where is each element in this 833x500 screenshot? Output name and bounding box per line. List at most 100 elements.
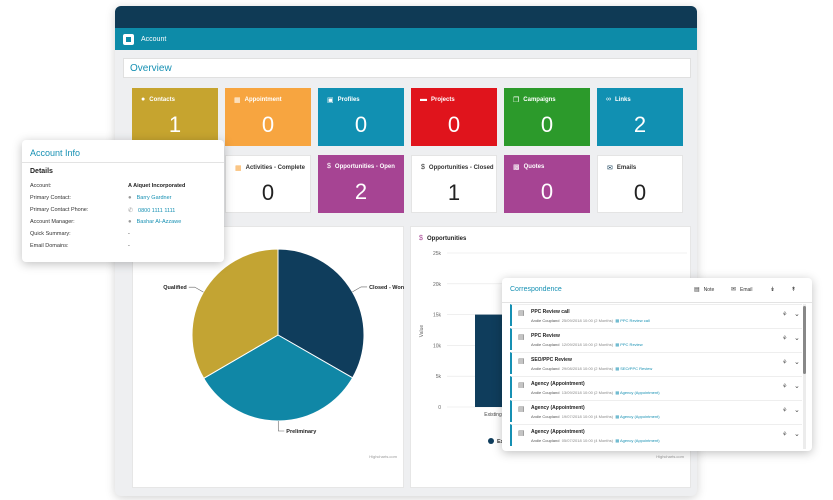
calendar-icon: ▦ (615, 438, 620, 443)
primary-phone-label: Primary Contact Phone: (30, 207, 89, 213)
bar-credits: Highcharts.com (656, 454, 684, 459)
tile-label: Links (615, 96, 631, 103)
tile-label: Opportunities - Open (334, 163, 395, 170)
dollar-icon: $ (419, 235, 423, 242)
primary-contact-value: Barry Gardner (136, 195, 172, 201)
y-tick-label: 15k (433, 313, 442, 319)
pie-slice-label: Closed - Won (369, 285, 405, 291)
item-link[interactable]: Agency (Appointment) (619, 390, 660, 395)
pin-icon[interactable]: ⚘ (782, 312, 788, 318)
correspondence-item[interactable]: ▤ Agency (Appointment) Andie Coupland 05… (510, 424, 802, 446)
quick-summary-label: Quick Summary: (30, 231, 71, 237)
divider (502, 302, 812, 303)
y-tick-label: 25k (433, 251, 442, 257)
calendar-icon: ▦ (615, 366, 620, 371)
legend-marker[interactable] (488, 438, 494, 444)
item-link[interactable]: PPC Review call (620, 318, 650, 323)
item-author: Andie Coupland (531, 414, 560, 419)
chevron-down-icon[interactable]: ⌄ (794, 407, 800, 414)
tile-quotes[interactable]: ▩ Quotes 0 (504, 155, 590, 213)
tile-value: 2 (354, 179, 368, 204)
tile-label: Contacts (149, 96, 175, 103)
chevron-down-icon[interactable]: ⌄ (794, 359, 800, 366)
primary-phone-value: 0800 1111 1111 (138, 207, 176, 214)
correspondence-item[interactable]: ▤ Agency (Appointment) Andie Coupland 13… (510, 376, 802, 398)
account-bar: Account (115, 28, 697, 50)
pie-chart: Closed - Won Preliminary Qualified (163, 248, 405, 435)
item-date: 13/09/2018 10:00 (2 Months) (561, 390, 614, 395)
pie-slice[interactable] (277, 248, 365, 379)
tile-projects[interactable]: ▬ Projects 0 (411, 88, 497, 146)
account-value: A Aiquet Incorporated (128, 183, 185, 189)
document-icon: ▤ (518, 334, 525, 341)
item-author: Andie Coupland (531, 342, 560, 347)
x-tick-label: Existing (484, 412, 502, 418)
document-icon: ▤ (518, 358, 525, 365)
tile-emails[interactable]: ✉ Emails 0 (597, 155, 683, 213)
primary-contact-link[interactable]: ● Barry Gardner (128, 195, 171, 201)
person-icon: ● (128, 195, 132, 201)
tile-contacts[interactable]: ● Contacts 1 (132, 88, 218, 146)
copy-icon: ❐ (513, 97, 520, 104)
calendar-icon: ▦ (235, 165, 242, 172)
correspondence-item[interactable]: ▤ SEO/PPC Review Andie Coupland 29/08/20… (510, 352, 802, 374)
tile-label: Profiles (337, 97, 360, 103)
account-manager-link[interactable]: ● Bashar Al-Azzawe (128, 219, 181, 225)
crm-window: Account Overview ● Contacts 1 ▦ Appointmen… (115, 6, 697, 496)
pin-icon[interactable]: ⚘ (782, 384, 788, 390)
top-nav-bar (115, 6, 697, 28)
item-author: Andie Coupland (531, 366, 560, 371)
correspondence-card: Correspondence ▤ Note ✉ Email ↡ ↟ ▤ PPC Re… (502, 278, 812, 451)
chevron-down-icon[interactable]: ⌄ (794, 311, 800, 318)
tile-links[interactable]: ∞ Links 2 (597, 88, 683, 146)
email-label: Email (740, 286, 753, 293)
chevron-down-icon[interactable]: ⌄ (794, 335, 800, 342)
tile-campaigns[interactable]: ❐ Campaigns 0 (504, 88, 590, 146)
pin-icon[interactable]: ⚘ (782, 360, 788, 366)
correspondence-scrollbar[interactable] (803, 304, 806, 449)
expand-all-button[interactable]: ↡ (770, 286, 779, 293)
item-link[interactable]: PPC Review (620, 342, 643, 347)
item-link[interactable]: SEO/PPC Review (620, 366, 653, 371)
pin-icon[interactable]: ⚘ (782, 408, 788, 414)
double-chevron-up-icon: ↟ (791, 287, 797, 293)
document-icon: ▤ (518, 310, 525, 317)
primary-phone-link[interactable]: ✆ 0800 1111 1111 (128, 207, 176, 215)
y-tick-label: 10k (433, 343, 442, 349)
double-chevron-down-icon: ↡ (770, 287, 776, 293)
pin-icon[interactable]: ⚘ (782, 432, 788, 438)
tile-activities-complete[interactable]: ▦ Activities - Complete 0 (225, 155, 311, 213)
tile-value: 0 (261, 112, 275, 137)
phone-icon: ✆ (128, 208, 134, 214)
collapse-button[interactable]: ↟ (791, 286, 800, 293)
tile-opportunities-closed[interactable]: $ Opportunities - Closed 1 (411, 155, 497, 213)
add-note-button[interactable]: ▤ Note (694, 286, 714, 294)
legend-label[interactable]: Ex (497, 439, 505, 445)
folder-icon: ▬ (420, 96, 427, 103)
tile-label: Campaigns (523, 97, 556, 103)
item-title: PPC Review (531, 333, 560, 339)
item-date: 25/09/2018 10:00 (2 Months) (561, 318, 614, 323)
chevron-down-icon[interactable]: ⌄ (794, 431, 800, 438)
item-link[interactable]: Agency (Appointment) (619, 438, 660, 443)
correspondence-item[interactable]: ▤ Agency (Appointment) Andie Coupland 19… (510, 400, 802, 422)
add-email-button[interactable]: ✉ Email (731, 286, 753, 294)
calendar-icon: ▦ (615, 414, 620, 419)
scrollbar-thumb[interactable] (803, 306, 806, 374)
tile-opportunities-open[interactable]: $ Opportunities - Open 2 (318, 155, 404, 213)
envelope-icon: ✉ (731, 287, 737, 293)
item-link[interactable]: Agency (Appointment) (619, 414, 660, 419)
correspondence-item[interactable]: ▤ PPC Review Andie Coupland 12/09/2018 1… (510, 328, 802, 350)
tile-label: Emails (616, 165, 637, 171)
y-tick-label: 0 (438, 405, 441, 411)
envelope-icon: ✉ (607, 165, 613, 172)
tile-appointment[interactable]: ▦ Appointment 0 (225, 88, 311, 146)
pin-icon[interactable]: ⚘ (782, 336, 788, 342)
tile-profiles[interactable]: ▣ Profiles 0 (318, 88, 404, 146)
correspondence-item[interactable]: ▤ PPC Review call Andie Coupland 25/09/2… (510, 304, 802, 326)
pie-slice-label: Qualified (163, 285, 187, 291)
item-title: Agency (Appointment) (531, 405, 585, 411)
chevron-down-icon[interactable]: ⌄ (794, 383, 800, 390)
calendar-icon: ▦ (615, 318, 620, 323)
